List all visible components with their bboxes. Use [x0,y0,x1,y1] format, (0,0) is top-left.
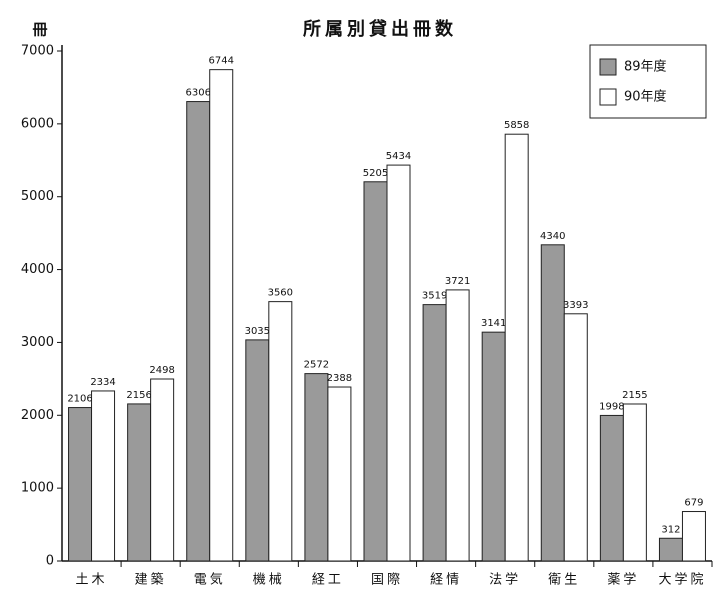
y-tick-label: 6000 [21,116,54,131]
data-label: 2156 [126,390,151,401]
y-tick-label: 2000 [21,408,54,423]
bar [445,289,470,562]
x-tick-label: 電気 [194,572,226,588]
data-label: 3141 [481,318,506,329]
data-label: 312 [661,524,680,535]
data-label: 3393 [563,300,588,311]
x-tick-label: 土木 [76,573,108,588]
x-tick-label: 建築 [135,573,167,588]
bar [540,244,565,562]
bar [304,373,329,562]
bar [422,304,447,562]
bar [127,403,152,562]
data-label: 3519 [422,291,447,302]
x-tick-label: 衛生 [548,573,580,588]
y-tick-label: 7000 [21,44,54,59]
x-tick-label: 国際 [371,573,403,588]
data-label: 2498 [149,365,174,376]
bar [599,414,624,562]
bar [481,331,506,562]
legend-swatch [599,58,617,76]
x-tick-label: 大学院 [658,572,706,588]
bar [68,407,93,562]
data-label: 6306 [186,88,211,99]
data-label: 3721 [445,276,470,287]
data-label: 5205 [363,168,388,179]
data-label: 3560 [268,288,293,299]
data-label: 2106 [67,394,92,405]
x-tick-label: 法学 [489,572,521,588]
data-label: 2155 [622,390,647,401]
y-axis-label: 冊 [32,21,47,39]
chart-title: 所属別貸出冊数 [303,18,457,40]
bar [327,386,352,562]
x-tick-label: 経情 [430,573,462,588]
y-tick-label: 4000 [21,262,54,277]
data-label: 2388 [327,373,352,384]
bar [150,378,175,562]
bar [622,403,647,562]
legend-label: 89年度 [624,59,667,75]
data-label: 679 [684,498,703,509]
legend-label: 90年度 [624,89,667,105]
x-tick-label: 経工 [312,573,344,588]
data-label: 1998 [599,401,624,412]
data-label: 2334 [90,377,115,388]
bar [91,390,116,562]
bar [563,313,588,562]
bar [658,537,683,562]
y-tick-label: 3000 [21,335,54,350]
y-tick-label: 5000 [21,189,54,204]
data-label: 2572 [304,360,329,371]
legend-swatch [599,88,617,106]
y-tick-label: 0 [46,554,54,569]
bar [681,511,706,562]
data-label: 3035 [245,326,270,337]
bar [268,301,293,562]
bar [504,133,529,562]
bar [363,181,388,562]
bar [209,69,234,562]
bar [186,101,211,562]
bar [245,339,270,562]
x-tick-label: 薬学 [607,572,639,588]
data-label: 4340 [540,231,565,242]
bar [386,164,411,562]
x-tick-label: 機械 [253,573,285,588]
data-label: 5434 [386,151,411,162]
data-label: 5858 [504,120,529,131]
legend-box [589,44,707,119]
y-tick-label: 1000 [21,481,54,496]
data-label: 6744 [209,56,234,67]
